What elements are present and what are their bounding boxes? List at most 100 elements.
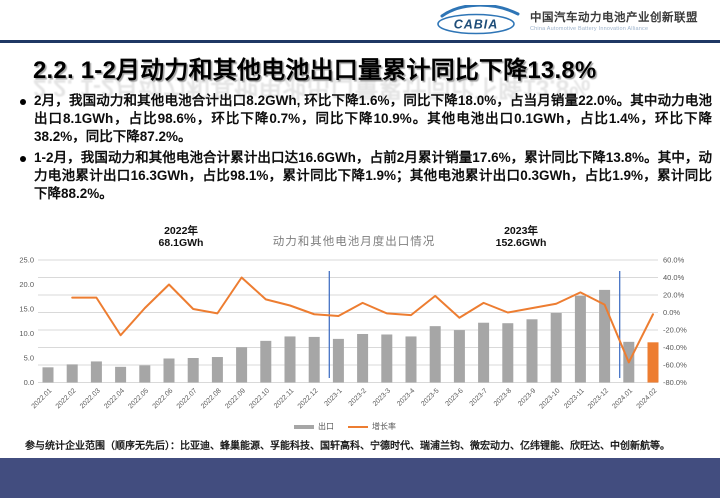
export-bar [163,358,175,383]
chart-title: 动力和其他电池月度出口情况 [272,236,436,248]
x-axis-label: 2022.11 [273,387,296,410]
x-axis-label: 2022.09 [224,387,247,410]
x-axis-label: 2023-6 [444,387,464,407]
x-axis-label: 2022.06 [152,387,175,410]
x-axis-label: 2023-8 [493,387,513,407]
export-bar [478,322,490,383]
left-axis-tick: 25.0 [19,256,34,265]
x-axis-label: 2023-7 [469,387,489,407]
export-bar [115,366,127,383]
x-axis-label: 2024.02 [636,387,659,410]
org-names: 中国汽车动力电池产业创新联盟 China Automotive Battery … [530,9,698,32]
bullet-text: 2月，我国动力和其他电池合计出口8.2GWh, 环比下降1.6%，同比下降18.… [34,93,712,145]
export-chart: 25.0 20.0 15.0 10.0 5.0 0.0 60.0% 40.0% 20.0% 0.0… [0,225,720,435]
right-axis-tick: -20.0% [663,326,687,335]
right-axis-tick: 0.0% [663,308,680,317]
export-bar [211,357,223,383]
export-bar [260,340,272,383]
x-axis-label: 2022.01 [31,387,54,410]
header-divider [0,40,720,43]
right-axis-tick: 20.0% [663,291,685,300]
export-bar [550,312,562,383]
x-axis-label: 2023-12 [587,387,610,410]
export-bar [284,336,296,383]
bullet-item: 2月，我国动力和其他电池合计出口8.2GWh, 环比下降1.6%，同比下降18.… [20,92,712,146]
legend-label: 出口 [318,422,334,431]
left-axis-tick: 15.0 [19,305,34,314]
bullet-dot-icon [20,156,26,163]
export-bar [90,361,102,383]
legend-label: 增长率 [372,422,396,431]
x-axis-label: 2022.07 [176,387,199,410]
x-axis-label: 2023-1 [323,387,343,407]
export-bar [574,295,586,383]
bullet-item: 1-2月，我国动力和其他电池合计累计出口达16.6GWh，占前2月累计销量17.… [20,149,712,203]
export-bar [453,330,465,383]
x-axis-label: 2023-10 [538,387,561,410]
export-bar [332,338,344,383]
org-name-en: China Automotive Battery Innovation Alli… [530,25,649,32]
export-bar [526,319,538,383]
footer-note: 参与统计企业范围（顺序无先后）：比亚迪、蜂巢能源、孚能科技、国轩高科、宁德时代、… [25,441,670,452]
x-axis-label: 2022.04 [103,387,126,410]
legend-item-growth: 增长率 [348,421,396,432]
org-name-cn: 中国汽车动力电池产业创新联盟 [530,11,698,24]
bullet-text: 1-2月，我国动力和其他电池合计累计出口达16.6GWh，占前2月累计销量17.… [34,150,712,202]
annotation-2022-label: 2022年 [164,225,198,237]
annotation-2023: 2023年 152.6GWh [496,225,547,249]
export-bar [139,365,151,383]
right-axis-tick: -60.0% [663,361,687,370]
export-bar [405,336,417,383]
logo: CABIA 中国汽车动力电池产业创新联盟 China Automotive Ba… [434,5,698,35]
legend-item-export: 出口 [294,421,334,432]
x-axis-label: 2023-2 [348,387,368,407]
header: CABIA 中国汽车动力电池产业创新联盟 China Automotive Ba… [0,0,720,40]
x-axis-label: 2022.12 [297,387,320,410]
growth-line [71,276,654,364]
x-axis-label: 2022.03 [79,387,102,410]
right-axis-tick: 60.0% [663,256,685,265]
x-axis-label: 2023-3 [372,387,392,407]
cabia-logo-icon: CABIA [437,5,520,35]
x-axis-label: 2023-11 [563,387,586,410]
right-axis-tick: -80.0% [663,378,687,387]
x-axis-label: 2024.01 [611,387,634,410]
left-axis-tick: 5.0 [24,354,34,363]
annotation-2022-value: 68.1GWh [158,237,204,249]
export-bar [357,333,369,383]
annotation-2023-label: 2023年 [504,225,538,237]
chart-legend: 出口 增长率 [294,421,396,432]
right-axis-tick: 40.0% [663,273,685,282]
export-bar [381,334,393,383]
right-axis-tick: -40.0% [663,343,687,352]
export-bar [647,342,659,383]
x-axis-label: 2022.05 [127,387,150,410]
export-bar [66,364,78,383]
x-axis-label: 2022.02 [55,387,78,410]
x-axis-label: 2023-9 [517,387,537,407]
export-bar [236,347,248,383]
annotation-2023-value: 152.6GWh [495,237,547,249]
x-axis-label: 2022.08 [200,387,223,410]
bullet-dot-icon [20,99,26,105]
x-axis-label: 2023-5 [420,387,440,407]
export-bar [42,367,54,383]
line-swatch-icon [348,425,368,428]
logo-text: CABIA [454,18,499,32]
summary-bullets: 2月，我国动力和其他电池合计出口8.2GWh, 环比下降1.6%，同比下降18.… [20,92,712,206]
export-bar [599,289,611,383]
export-bar [502,323,514,383]
logo-swoosh [440,5,520,18]
left-axis-tick: 20.0 [19,280,34,289]
export-bar [187,358,199,383]
footer-bar [0,458,720,498]
left-axis-tick: 10.0 [19,329,34,338]
left-axis-tick: 0.0 [24,378,34,387]
annotation-2022: 2022年 68.1GWh [159,225,204,249]
bar-swatch-icon [294,424,314,429]
page-title: 2.2. 1-2月动力和其他电池出口量累计同比下降13.8% [33,57,597,84]
export-bar [429,326,441,383]
chart-canvas: 25.0 20.0 15.0 10.0 5.0 0.0 60.0% 40.0% 20.0% 0.0… [19,256,687,411]
export-bar [308,336,320,383]
